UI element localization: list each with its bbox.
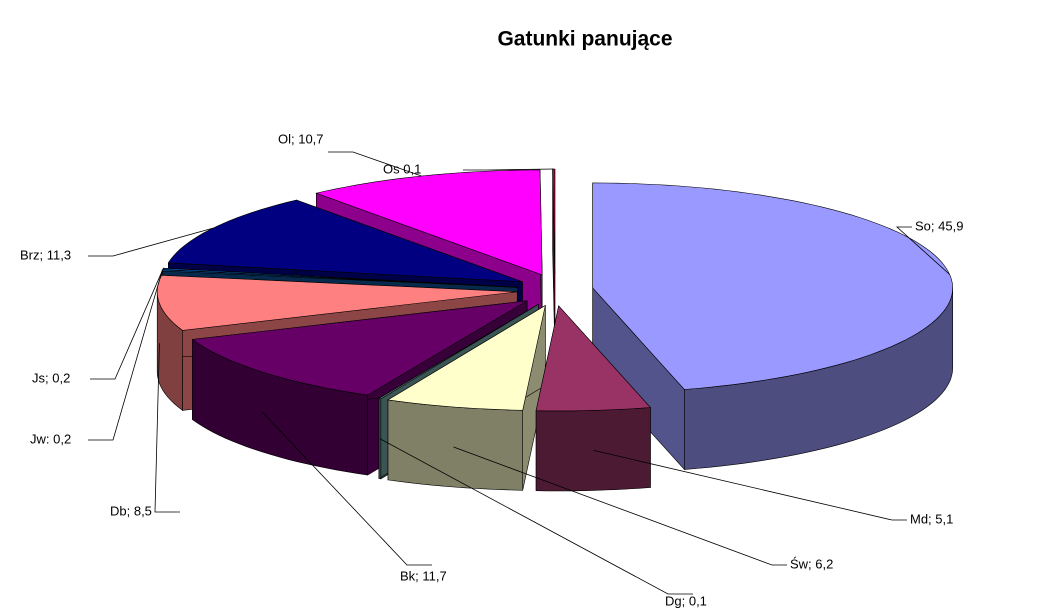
data-label: Bk; 11,7 bbox=[400, 568, 447, 583]
leader-line bbox=[90, 268, 164, 380]
data-label: Jw: 0,2 bbox=[30, 431, 71, 446]
slice bbox=[535, 305, 652, 492]
data-label: Dg; 0,1 bbox=[665, 593, 707, 608]
leader-line bbox=[463, 168, 554, 171]
slice-wall bbox=[535, 407, 651, 492]
data-label: So; 45,9 bbox=[915, 218, 963, 233]
leader-line bbox=[262, 411, 432, 566]
leader-line bbox=[328, 151, 422, 177]
slice-top bbox=[387, 304, 546, 411]
leader-line bbox=[88, 270, 163, 441]
slice bbox=[592, 182, 954, 471]
data-label: Ol; 10,7 bbox=[278, 131, 324, 146]
leader-line bbox=[154, 343, 180, 513]
data-label: Brz; 11,3 bbox=[20, 247, 71, 262]
leader-line bbox=[593, 450, 907, 521]
data-label: Js; 0,2 bbox=[32, 370, 70, 385]
slice bbox=[387, 304, 546, 491]
slice-top bbox=[191, 300, 528, 396]
data-label: Os 0,1 bbox=[383, 161, 421, 176]
data-label: Md; 5,1 bbox=[910, 511, 953, 526]
leader-line bbox=[379, 438, 693, 595]
leader-line bbox=[895, 226, 950, 275]
leader-line bbox=[453, 446, 787, 566]
chart-title: Gatunki panujące bbox=[497, 28, 672, 51]
leader-line bbox=[88, 227, 214, 257]
slice-top bbox=[535, 305, 652, 412]
data-label: Db; 8,5 bbox=[110, 503, 152, 518]
data-label: Św; 6,2 bbox=[790, 556, 833, 571]
slice-top bbox=[378, 304, 539, 400]
slice bbox=[552, 168, 556, 355]
slice-wall bbox=[387, 399, 524, 491]
